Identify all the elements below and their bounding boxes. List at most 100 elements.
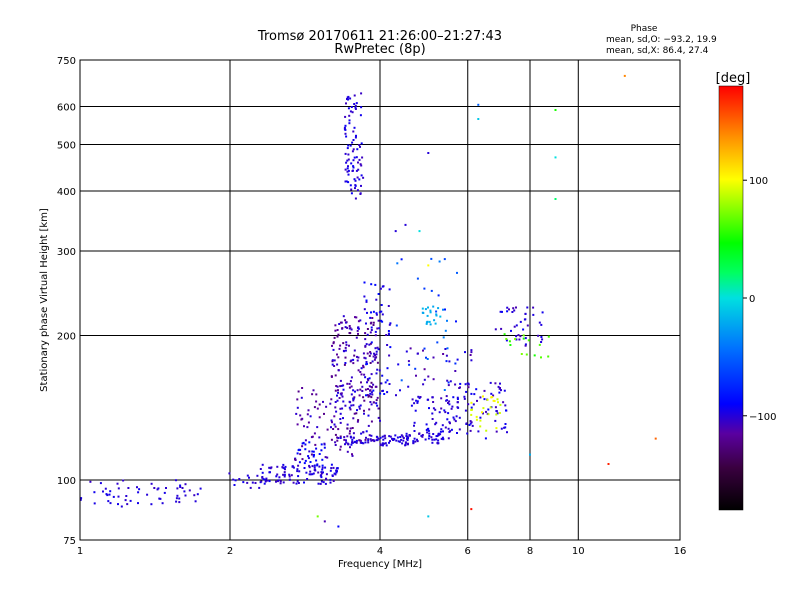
echo-point [470,421,473,424]
echo-point [320,443,323,446]
echo-point [311,435,314,438]
echo-point [449,380,452,383]
echo-point [357,369,360,372]
echo-point [376,368,379,371]
echo-point [199,487,202,490]
echo-point [99,482,102,485]
echo-point [326,428,329,431]
echo-point [416,277,419,280]
echo-point [344,152,347,155]
echo-point [454,420,457,423]
echo-point [444,426,447,429]
echo-point [470,401,473,404]
echo-point [248,476,250,479]
echo-point [299,453,302,456]
echo-point [442,353,445,355]
echo-point [348,406,351,409]
echo-point [251,481,254,484]
echo-point [320,476,323,479]
echo-point [368,377,371,380]
echo-point [508,340,511,343]
echo-point [320,472,323,475]
echo-point [496,412,499,415]
echo-point [465,422,468,425]
echo-point [407,360,410,363]
echo-point [283,475,286,478]
echo-point [345,343,348,346]
echo-point [262,478,265,481]
echo-point [444,329,447,332]
echo-point [427,375,430,378]
echo-point [333,336,336,339]
echo-point [434,322,437,325]
echo-point [344,180,347,183]
echo-point [370,439,373,442]
echo-point [607,463,610,465]
echo-point [313,453,315,456]
echo-point [426,320,429,323]
echo-point [342,388,345,391]
echo-point [498,412,501,414]
echo-point [377,319,380,322]
echo-point [325,478,328,481]
echo-point [445,360,448,363]
echo-point [506,310,509,313]
colorbar-tick-label: 100 [749,176,768,187]
echo-point [369,401,372,403]
echo-point [422,349,424,352]
echo-point [522,337,525,340]
echo-point [384,381,387,384]
echo-point [365,300,368,303]
echo-point [261,476,264,479]
echo-point [338,397,341,399]
echo-point [346,170,349,173]
echo-point [358,144,361,146]
echo-point [264,478,267,481]
echo-point [416,440,419,443]
echo-point [360,174,363,177]
echo-point [361,385,364,388]
echo-point [500,327,503,330]
echo-point [314,469,317,472]
echo-point [413,402,416,405]
echo-point [427,427,430,430]
echo-point [495,410,498,413]
echo-point [410,404,413,407]
echo-point [440,437,443,440]
x-tick-label: 6 [465,546,471,557]
echo-point [522,328,525,331]
echo-point [296,406,299,409]
echo-point [421,434,424,436]
echo-point [372,310,375,313]
echo-point [136,486,138,489]
echo-point [479,419,482,422]
echo-point [432,356,435,359]
echo-point [304,459,307,462]
echo-point [334,329,337,332]
echo-point [296,398,299,401]
echo-point [357,327,360,330]
echo-point [350,328,353,331]
echo-point [355,156,358,159]
echo-point [322,400,324,403]
echo-point [431,396,434,399]
echo-point [437,294,440,297]
echo-point [337,428,340,431]
echo-point [333,365,336,367]
echo-point [129,499,132,502]
echo-point [355,412,358,415]
echo-point [138,488,141,491]
echo-point [303,481,305,484]
echo-point [345,441,348,444]
echo-point [340,384,343,387]
echo-point [268,466,271,469]
echo-point [369,392,372,395]
echo-point [232,478,235,481]
echo-point [400,434,403,437]
echo-point [529,453,531,456]
echo-point [288,473,291,476]
echo-point [524,344,527,347]
echo-point [304,448,307,451]
echo-point [456,358,459,361]
echo-point [443,409,446,412]
